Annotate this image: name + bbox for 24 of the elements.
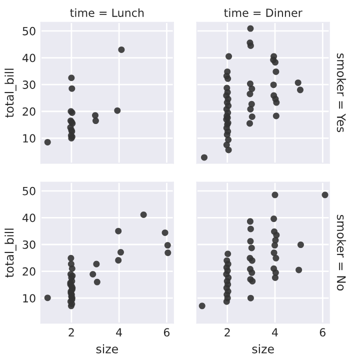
y-tick-label: 20 (22, 267, 36, 276)
text: smoker = No (336, 214, 346, 290)
y-tick-label: 20 (22, 107, 36, 116)
chart-title: time = Lunch (70, 8, 144, 17)
x-tick-label: 2 (68, 328, 74, 336)
x-tick-label: 4 (272, 328, 278, 336)
x-tick-label: 4 (116, 328, 122, 336)
y-tick-label: 40 (22, 214, 36, 222)
y-tick-label: 50 (22, 186, 36, 196)
y-axis-title: total_bill (4, 228, 16, 278)
x-tick-label: 2 (224, 328, 230, 336)
chart-title: time = Dinner (224, 8, 302, 17)
y-tick-label: 30 (22, 240, 36, 249)
text: smoker = Yes (336, 53, 346, 132)
y-tick-label: 10 (23, 134, 36, 143)
y-tick-label: 50 (22, 26, 36, 36)
y-axis-title: total_bill (4, 68, 16, 118)
y-tick-label: 40 (22, 54, 36, 62)
y-tick-label: 30 (22, 80, 36, 89)
x-tick-label: 6 (320, 328, 326, 337)
y-tick-label: 10 (23, 294, 36, 302)
x-axis-title: size (96, 344, 118, 354)
x-tick-label: 6 (164, 328, 170, 337)
x-axis-title: size (252, 344, 274, 354)
